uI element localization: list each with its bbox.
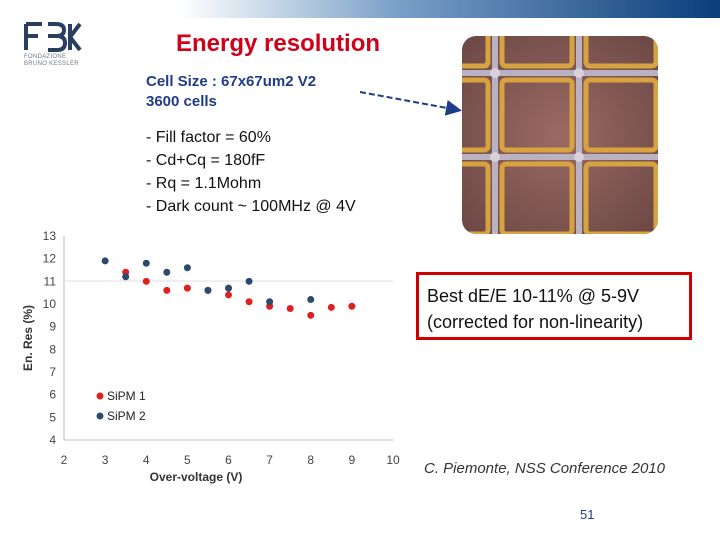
fbk-logo-mark: [24, 22, 82, 52]
cell-count-text: 3600 cells: [146, 93, 217, 110]
y-tick-label: 13: [43, 229, 57, 243]
param-resistance: - Rq = 1.1Mohm: [146, 175, 262, 192]
y-tick-label: 4: [49, 433, 56, 447]
x-axis-ticks: 2 3 4 5 6 7 8 9 10: [61, 453, 400, 467]
legend-label-sipm1: SiPM 1: [107, 389, 146, 403]
y-axis-label: En. Res (%): [21, 305, 35, 371]
cell-size-spec: Cell Size : 67x67um2 V2 3600 cells: [146, 72, 316, 112]
data-point-sipm2: [101, 257, 109, 265]
data-point-sipm1: [142, 277, 150, 285]
logo-subtitle-line1: FONDAZIONE: [24, 54, 67, 60]
best-result-callout: Best dE/E 10-11% @ 5-9V (corrected for n…: [416, 272, 692, 340]
param-capacitance: - Cd+Cq = 180fF: [146, 152, 266, 169]
x-tick-label: 8: [307, 453, 314, 467]
param-fill-factor: - Fill factor = 60%: [146, 129, 271, 146]
callout-line1: Best dE/E 10-11% @ 5-9V: [427, 286, 640, 306]
energy-resolution-chart: 4 5 6 7 8 9 10 11 12 13 2 3 4 5 6 7 8 9 10 Over-voltage (…: [21, 229, 400, 484]
slide-title: Energy resolution: [176, 30, 381, 57]
data-point-sipm2: [163, 268, 171, 276]
page-number: 51: [580, 507, 595, 522]
x-tick-label: 2: [61, 453, 68, 467]
data-point-sipm1: [307, 311, 315, 319]
legend-marker-sipm2: [96, 412, 104, 420]
y-tick-label: 10: [43, 297, 57, 311]
data-point-sipm1: [225, 291, 232, 299]
x-tick-label: 3: [102, 453, 109, 467]
x-tick-label: 5: [184, 453, 191, 467]
y-tick-label: 7: [49, 365, 56, 379]
x-tick-label: 10: [386, 453, 400, 467]
data-point-sipm2: [307, 295, 315, 303]
citation: C. Piemonte, NSS Conference 2010: [424, 460, 665, 477]
param-dark-count: - Dark count ~ 100MHz @ 4V: [146, 198, 356, 215]
fbk-logo: [22, 20, 102, 74]
y-tick-label: 6: [49, 388, 56, 402]
top-gradient-bar: [0, 0, 720, 18]
data-point-sipm1: [183, 284, 191, 292]
x-tick-label: 9: [349, 453, 356, 467]
x-tick-label: 7: [266, 453, 273, 467]
data-point-sipm2: [142, 259, 150, 267]
cell-size-text: Cell Size : 67x67um2 V2: [146, 73, 317, 90]
data-point-sipm2: [122, 273, 130, 281]
chart-legend: SiPM 1 SiPM 2: [96, 389, 146, 423]
y-tick-label: 5: [49, 410, 56, 424]
data-point-sipm1: [286, 305, 294, 313]
callout-line2: (corrected for non-linearity): [427, 312, 644, 332]
data-point-sipm1: [348, 302, 356, 310]
data-point-sipm1: [245, 298, 253, 306]
logo-subtitle: FONDAZIONE BRUNO KESSLER: [24, 54, 79, 68]
y-tick-label: 8: [49, 342, 56, 356]
x-axis-label: Over-voltage (V): [150, 470, 243, 484]
y-tick-label: 12: [43, 252, 57, 266]
data-point-sipm1: [327, 303, 335, 311]
parameter-list: - Fill factor = 60% - Cd+Cq = 180fF - Rq…: [146, 126, 356, 218]
sipm-microphoto: [462, 36, 658, 234]
data-point-sipm2: [183, 264, 191, 272]
data-point-sipm1: [163, 286, 171, 294]
x-tick-label: 6: [225, 453, 232, 467]
y-tick-label: 9: [49, 320, 56, 334]
y-axis-ticks: 4 5 6 7 8 9 10 11 12 13: [43, 229, 57, 447]
legend-label-sipm2: SiPM 2: [107, 409, 146, 423]
data-point-sipm2: [245, 277, 253, 285]
chart-points: [101, 257, 356, 319]
x-tick-label: 4: [143, 453, 150, 467]
legend-marker-sipm1: [96, 392, 104, 400]
data-point-sipm2: [225, 284, 232, 292]
data-point-sipm2: [266, 298, 274, 306]
y-tick-label: 11: [44, 274, 57, 288]
logo-subtitle-line2: BRUNO KESSLER: [24, 61, 79, 67]
data-point-sipm2: [204, 286, 212, 294]
